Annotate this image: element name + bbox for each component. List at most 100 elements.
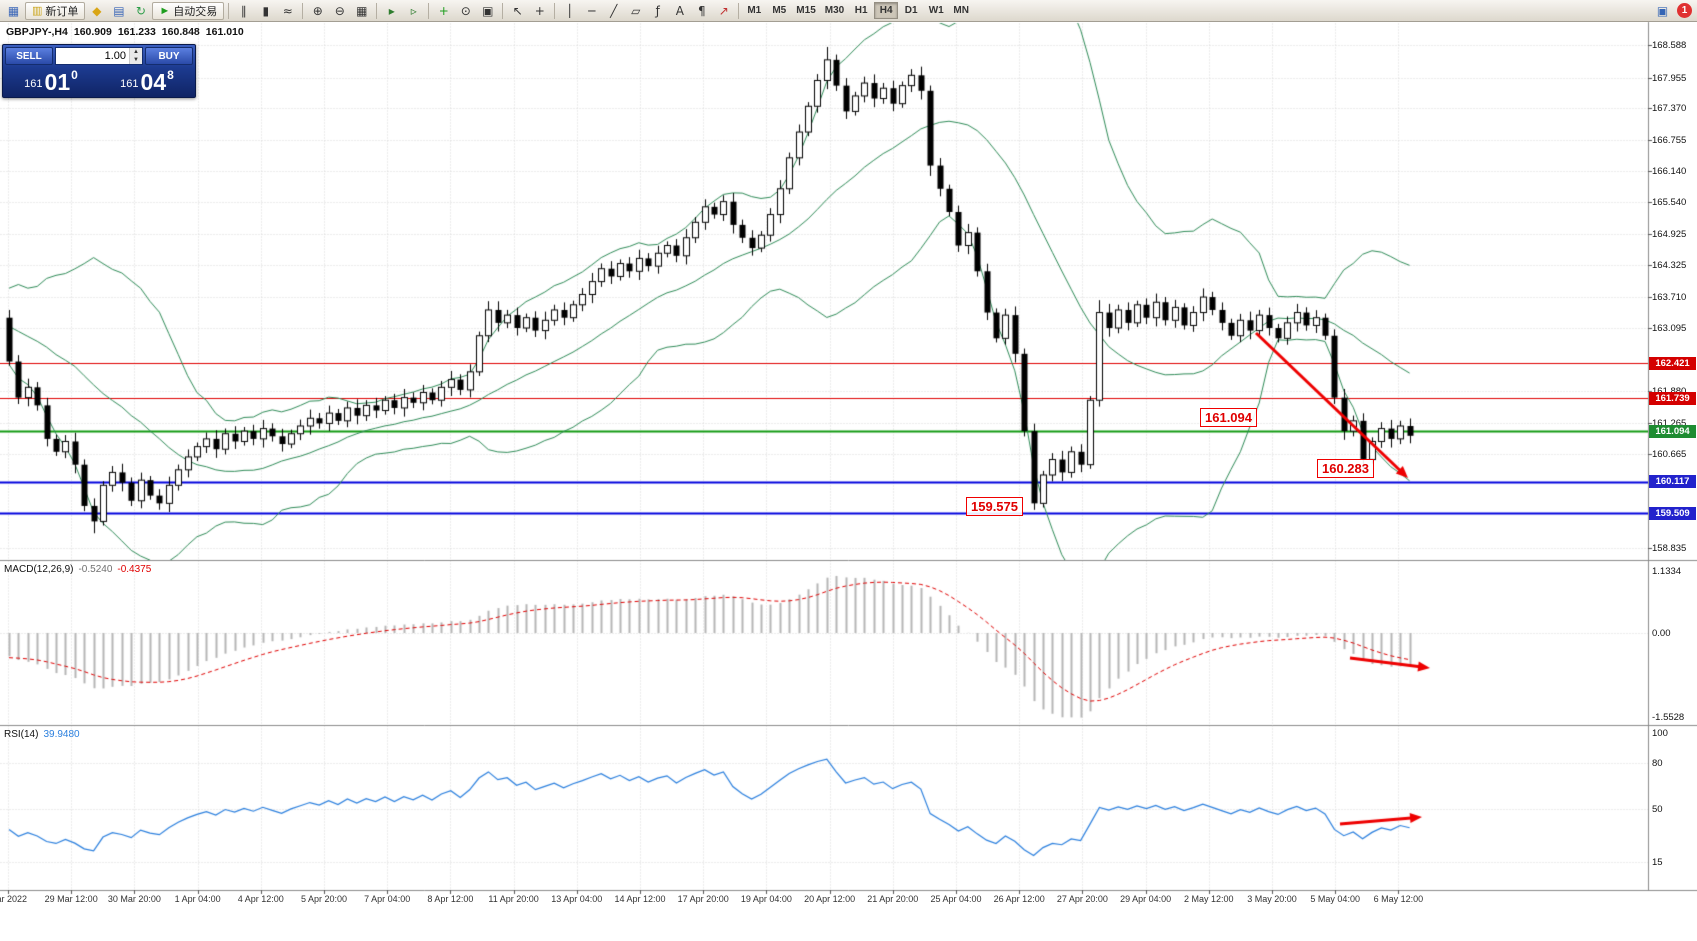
buy-price-pip: 8 (167, 68, 174, 82)
rsi-axis-label: 15 (1652, 857, 1663, 869)
rsi-label: RSI(14) (4, 729, 39, 740)
line-chart-icon[interactable]: ≈ (277, 2, 298, 20)
time-axis-label: 29 Apr 04:00 (1120, 894, 1172, 904)
price-annotation[interactable]: 161.094 (1200, 408, 1257, 427)
label-icon[interactable]: ¶ (691, 2, 712, 20)
volume-up-button[interactable]: ▲ (130, 48, 142, 56)
price-annotation[interactable]: 159.575 (966, 497, 1023, 516)
trendline-icon[interactable]: ╱ (603, 2, 624, 20)
auto-trading-button[interactable]: ► 自动交易 (152, 1, 225, 20)
price-axis-tag: 159.509 (1649, 506, 1696, 520)
timeframe-mn-button[interactable]: MN (949, 2, 973, 19)
macd-axis-label: -1.5528 (1652, 712, 1685, 724)
price-axis-label: 158.835 (1652, 542, 1687, 554)
templates-icon[interactable]: ▣ (477, 2, 498, 20)
channel-icon[interactable]: ▱ (625, 2, 646, 20)
data-window-icon[interactable]: ▤ (108, 2, 129, 20)
rsi-axis-label: 100 (1652, 728, 1668, 739)
chart-ohlc-header: GBPJPY-,H4 160.909 161.233 160.848 161.0… (6, 26, 244, 38)
timeframe-h1-button[interactable]: H1 (849, 2, 873, 19)
buy-price-prefix: 161 (120, 78, 139, 90)
price-axis-tag: 161.094 (1649, 424, 1696, 438)
timeframe-h4-button[interactable]: H4 (874, 2, 899, 19)
time-axis-label: 29 Mar 12:00 (44, 894, 98, 904)
bar-low-value: 160.848 (161, 26, 200, 38)
horizontal-line-icon[interactable]: ─ (581, 2, 602, 20)
bar-chart-icon[interactable]: ∥ (233, 2, 254, 20)
price-axis-label: 163.095 (1652, 323, 1687, 335)
notifications-badge[interactable]: 1 (1677, 3, 1692, 18)
periods-icon[interactable]: ⊙ (455, 2, 476, 20)
navigator-icon[interactable]: ↻ (130, 2, 151, 20)
new-order-icon: ▥ (32, 5, 43, 17)
time-axis-label: Mar 2022 (0, 894, 28, 904)
time-axis-label: 20 Apr 12:00 (804, 894, 856, 904)
time-axis-label: 4 Apr 12:00 (237, 894, 284, 904)
cursor-icon[interactable]: ↖ (507, 2, 528, 20)
rsi-indicator-label: RSI(14) 39.9480 (4, 729, 80, 740)
bar-close-value: 161.010 (205, 26, 244, 38)
time-axis-label: 5 Apr 20:00 (300, 894, 348, 904)
vertical-line-icon[interactable]: │ (559, 2, 580, 20)
sell-price-pip: 0 (71, 68, 78, 82)
fibonacci-icon[interactable]: ƒ (647, 2, 668, 20)
zoom-out-icon[interactable]: ⊖ (329, 2, 350, 20)
auto-scroll-icon[interactable]: ▸ (381, 2, 402, 20)
bar-high-value: 161.233 (117, 26, 156, 38)
toolbar-separator (302, 2, 304, 19)
arrows-icon[interactable]: ↗ (713, 2, 734, 20)
price-axis-label: 166.755 (1652, 134, 1687, 146)
time-axis-label: 1 Apr 04:00 (174, 894, 221, 904)
tile-windows-icon[interactable]: ▦ (351, 2, 372, 20)
timeframe-m30-button[interactable]: M30 (821, 2, 848, 19)
time-axis-label: 19 Apr 04:00 (740, 894, 792, 904)
toolbar-right-group: ▣ 1 (1652, 2, 1694, 20)
zoom-in-icon[interactable]: ⊕ (307, 2, 328, 20)
price-axis-label: 168.588 (1652, 40, 1687, 51)
time-axis-label: 5 May 04:00 (1310, 894, 1360, 904)
toolbar-separator (376, 2, 378, 19)
volume-down-button[interactable]: ▼ (130, 56, 142, 64)
crosshair-icon[interactable]: + (529, 2, 550, 20)
macd-label: MACD(12,26,9) (4, 564, 74, 575)
toolbar-separator (738, 2, 740, 19)
bar-open-value: 160.909 (73, 26, 112, 38)
one-click-trading-panel: SELL ▲ ▼ BUY 161 01 0 161 04 8 (2, 44, 196, 98)
timeframe-d1-button[interactable]: D1 (899, 2, 923, 19)
candlestick-chart-icon[interactable]: ▮ (255, 2, 276, 20)
toolbar-separator (502, 2, 504, 19)
timeframe-m5-button[interactable]: M5 (767, 2, 791, 19)
market-watch-icon[interactable]: ◆ (86, 2, 107, 20)
toolbar-separator (228, 2, 230, 19)
price-axis-tag: 162.421 (1649, 356, 1696, 370)
time-axis-label: 30 Mar 20:00 (107, 894, 161, 904)
price-annotation[interactable]: 160.283 (1317, 459, 1374, 478)
time-axis-label: 13 Apr 04:00 (551, 894, 603, 904)
new-chart-icon[interactable]: + (433, 2, 454, 20)
volume-input[interactable] (56, 48, 129, 64)
toolbar-separator (554, 2, 556, 19)
text-icon[interactable]: A (669, 2, 690, 20)
sell-price-prefix: 161 (24, 78, 43, 90)
timeframe-m1-button[interactable]: M1 (742, 2, 766, 19)
timeframe-w1-button[interactable]: W1 (924, 2, 948, 19)
new-order-button[interactable]: ▥ 新订单 (25, 1, 86, 20)
timeframe-group: M1 M5 M15 M30 H1 H4 D1 W1 MN (742, 2, 973, 19)
timeframe-m15-button[interactable]: M15 (792, 2, 819, 19)
buy-price-big: 04 (140, 69, 167, 95)
sell-button[interactable]: SELL (5, 47, 53, 65)
sell-price[interactable]: 161 01 0 (3, 65, 99, 96)
price-axis-label: 167.955 (1652, 72, 1687, 84)
chart-window-icon[interactable]: ▣ (1652, 2, 1673, 20)
macd-signal-value: -0.4375 (117, 564, 152, 575)
macd-axis-label: 1.1334 (1652, 566, 1682, 578)
price-axis-label: 167.370 (1652, 102, 1687, 114)
chart-shift-icon[interactable]: ▹ (403, 2, 424, 20)
auto-trading-icon: ► (159, 4, 171, 17)
price-axis-label: 163.710 (1652, 291, 1687, 303)
terminal-icon[interactable]: ▦ (3, 2, 24, 20)
buy-button[interactable]: BUY (145, 47, 193, 65)
buy-price[interactable]: 161 04 8 (99, 65, 195, 96)
time-axis-label: 7 Apr 04:00 (364, 894, 411, 904)
